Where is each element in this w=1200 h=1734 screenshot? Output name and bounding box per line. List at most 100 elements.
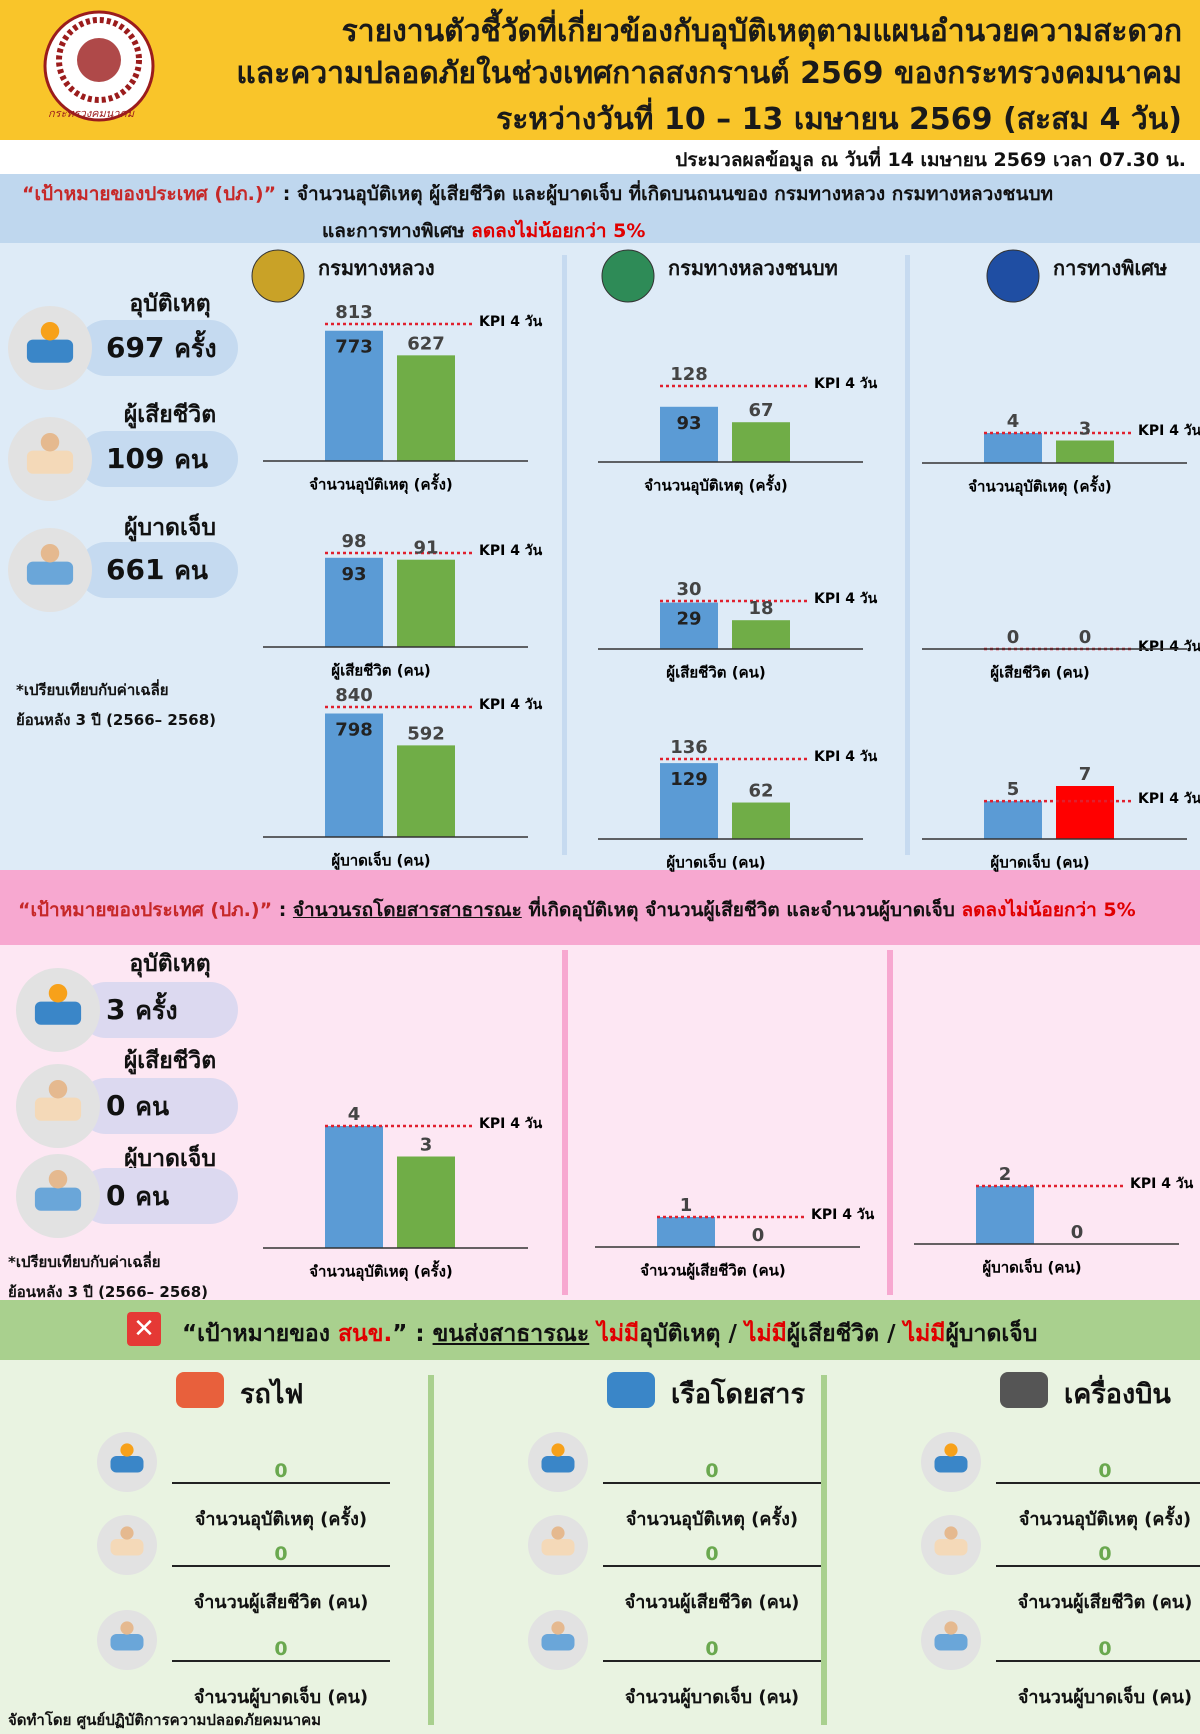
bar (397, 1156, 455, 1248)
icon (528, 1432, 588, 1492)
bar (660, 763, 718, 839)
icon-shape (110, 1539, 144, 1556)
section3-band (0, 1300, 1200, 1360)
icon-shape (120, 1526, 134, 1540)
kpi-value: 2 (999, 1164, 1012, 1185)
mode-row-label: จำนวนอุบัติเหตุ (ครั้ง) (625, 1509, 799, 1530)
mode-row-label: จำนวนผู้เสียชีวิต (คน) (1017, 1592, 1193, 1613)
rule (996, 1565, 1200, 1567)
mode-row-label: จำนวนอุบัติเหตุ (ครั้ง) (1018, 1509, 1192, 1530)
baseline-value: 93 (341, 564, 366, 585)
x-axis-label: ผู้เสียชีวิต (คน) (331, 662, 430, 681)
rule (996, 1660, 1200, 1662)
icon (921, 1610, 981, 1670)
kpi-label: KPI 4 วัน (814, 376, 878, 392)
kpi-value: 840 (335, 685, 373, 706)
mini-chart: KPI 4 วัน 2 0 ผู้บาดเจ็บ (คน) (914, 1164, 1194, 1278)
kpi-label: KPI 4 วัน (811, 1207, 875, 1223)
summary-pill: 661 คน (78, 542, 238, 598)
footnote: *เปรียบเทียบกับค่าเฉลี่ย (16, 681, 169, 699)
icon-shape (120, 1621, 134, 1635)
note: ประมวลผลข้อมูล ณ วันที่ 14 เมษายน 2569 เ… (675, 149, 1186, 171)
rule (172, 1660, 390, 1662)
kpi-value: 4 (348, 1104, 361, 1125)
x-axis-label: ผู้เสียชีวิต (คน) (666, 664, 765, 683)
rule (996, 1482, 1200, 1484)
goal-text: จำนวนอุบัติเหตุ ผู้เสียชีวิต และผู้บาดเจ… (296, 183, 1054, 205)
summary-value: 0 (106, 1089, 126, 1122)
x-axis-label: ผู้บาดเจ็บ (คน) (331, 851, 430, 871)
mini-chart: KPI 4 วัน 136 129 62 ผู้บาดเจ็บ (คน) (598, 737, 878, 873)
icon (528, 1610, 588, 1670)
kpi-label: KPI 4 วัน (1138, 423, 1200, 439)
summary-pill: 3 ครั้ง (78, 982, 238, 1038)
baseline-value: 129 (670, 769, 708, 790)
summary-unit: คน (174, 445, 209, 474)
agency-logo (986, 249, 1040, 303)
section2-band (0, 870, 1200, 945)
icon-shape (551, 1443, 565, 1457)
kpi-value: 5 (1007, 779, 1020, 800)
icon-shape (551, 1526, 565, 1540)
icon (528, 1515, 588, 1575)
mode-icon (176, 1372, 224, 1408)
summary-label: ผู้เสียชีวิต (123, 1048, 217, 1074)
x-axis-label: จำนวนผู้เสียชีวิต (คน) (640, 1262, 786, 1281)
bar (1056, 786, 1114, 839)
mode-row-label: จำนวนผู้บาดเจ็บ (คน) (624, 1687, 800, 1708)
org-name: กระทรวงคมนาคม (48, 107, 135, 120)
mode-value: 0 (274, 1638, 288, 1660)
logo (43, 10, 155, 122)
mini-chart: KPI 4 วัน 128 93 67 จำนวนอุบัติเหตุ (ครั้ง) (598, 364, 878, 496)
goal-org: สนข. (338, 1321, 393, 1347)
kpi-value: 0 (1007, 627, 1020, 648)
icon (16, 968, 100, 1052)
bar (660, 406, 718, 462)
icon-shape (934, 1456, 968, 1473)
actual-value: 91 (413, 538, 438, 559)
summary-pill: 697 ครั้ง (78, 320, 238, 376)
footer: จัดทำโดย ศูนย์ปฏิบัติการความปลอดภัยคมนาค… (8, 1711, 322, 1729)
rule (603, 1482, 821, 1484)
goal-colon: : (282, 183, 291, 205)
agency-logo (251, 249, 305, 303)
bar (657, 1217, 715, 1247)
rule (172, 1482, 390, 1484)
goal-highlight: ลดลงไม่น้อยกว่า 5% (471, 220, 646, 242)
title-line: ระหว่างวันที่ 10 – 13 เมษายน 2569 (สะสม … (496, 102, 1182, 137)
mode-row-label: จำนวนผู้บาดเจ็บ (คน) (1017, 1687, 1193, 1708)
actual-value: 7 (1079, 764, 1092, 785)
icon (97, 1515, 157, 1575)
agency-name: กรมทางหลวงชนบท (668, 256, 838, 280)
icon-shape (26, 339, 74, 363)
goal-text: และการทางพิเศษ (322, 220, 465, 242)
agency-logo (601, 249, 655, 303)
goal: “เป้าหมายของประเทศ (ปภ.)” : จำนวนรถโดยสา… (18, 895, 1136, 925)
divider (905, 255, 910, 855)
goal-item: ผู้เสียชีวิต (786, 1321, 880, 1347)
header-band (0, 0, 1200, 140)
icon-shape (176, 1372, 224, 1408)
rule (603, 1565, 821, 1567)
logo-shape (986, 249, 1040, 303)
actual-value: 62 (748, 781, 773, 802)
icon (8, 528, 92, 612)
kpi-value: 813 (335, 302, 373, 323)
icon-shape (26, 450, 74, 474)
goal-colon: : (278, 899, 287, 921)
mode-value: 0 (705, 1543, 719, 1565)
summary-value: 3 (106, 993, 126, 1026)
bar (325, 330, 383, 461)
mode-icon (607, 1372, 655, 1408)
bar (976, 1186, 1034, 1244)
x-axis-label: จำนวนอุบัติเหตุ (ครั้ง) (968, 475, 1112, 497)
logo-shape (601, 249, 655, 303)
actual-value: 67 (748, 400, 773, 421)
icon (8, 306, 92, 390)
baseline-value: 773 (335, 337, 373, 358)
goal-post: ” : (392, 1321, 425, 1347)
goal-label: “เป้าหมายของประเทศ (ปภ.)” (22, 183, 277, 205)
mode-value: 0 (274, 1543, 288, 1565)
divider (887, 950, 893, 1295)
